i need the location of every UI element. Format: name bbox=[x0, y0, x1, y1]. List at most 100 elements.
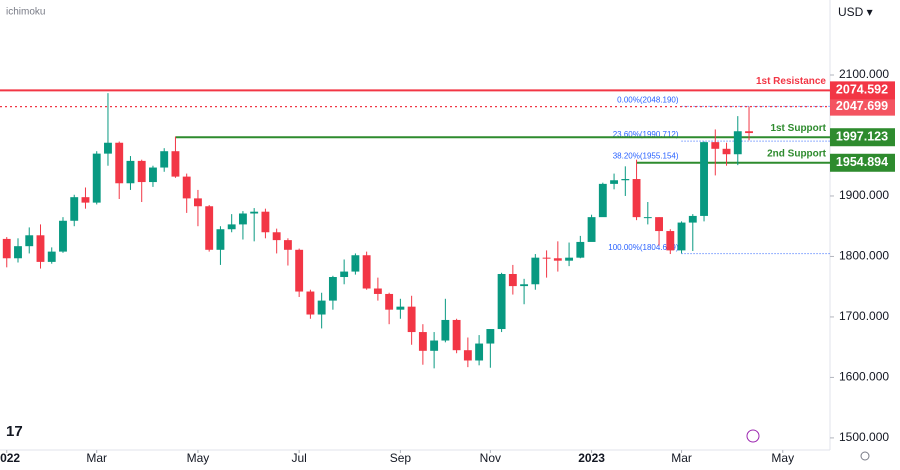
level-name: 1st Support bbox=[770, 123, 826, 134]
candle-body bbox=[250, 211, 259, 214]
candle-body bbox=[2, 238, 11, 259]
x-tick-label: 2023 bbox=[578, 451, 605, 465]
events-icon[interactable] bbox=[746, 429, 760, 443]
indicator-label[interactable]: ichimoku bbox=[6, 7, 45, 18]
candle-body bbox=[396, 306, 405, 310]
candle-body bbox=[632, 179, 641, 218]
candle-body bbox=[171, 151, 180, 177]
candle-body bbox=[261, 211, 270, 233]
level-name: 2nd Support bbox=[767, 148, 827, 159]
candle-body bbox=[430, 340, 439, 351]
candle-body bbox=[711, 142, 720, 149]
candle-body bbox=[115, 142, 124, 184]
x-tick-label: Mar bbox=[671, 451, 692, 465]
candle-body bbox=[92, 153, 101, 203]
fib-label: 100.00%(1804.639) bbox=[608, 243, 679, 252]
level-box bbox=[830, 128, 895, 147]
x-tick-label: Mar bbox=[86, 451, 107, 465]
candle-body bbox=[47, 251, 56, 262]
candle-body bbox=[385, 293, 394, 310]
x-tick-label: May bbox=[771, 451, 794, 465]
candle-body bbox=[340, 271, 349, 278]
candle-body bbox=[688, 215, 697, 223]
y-tick-label: 1600.000 bbox=[839, 370, 889, 384]
x-tick-label: 2022 bbox=[0, 451, 20, 465]
candle-body bbox=[666, 231, 675, 251]
level-box bbox=[830, 153, 895, 172]
level-name: 1st Resistance bbox=[756, 76, 826, 87]
candle-body bbox=[463, 350, 472, 361]
candle-body bbox=[565, 257, 574, 261]
fib-label: 23.60%(1990.712) bbox=[613, 130, 679, 139]
candle-body bbox=[328, 277, 337, 301]
y-tick-label: 2100.000 bbox=[839, 67, 889, 81]
candle-body bbox=[205, 206, 214, 250]
x-tick-label: Sep bbox=[390, 451, 412, 465]
candle-body bbox=[70, 197, 79, 221]
candle-body bbox=[576, 241, 585, 258]
settings-icon[interactable] bbox=[860, 451, 870, 461]
fib-label: 38.20%(1955.154) bbox=[613, 152, 679, 161]
candle-body bbox=[722, 148, 731, 155]
candle-body bbox=[126, 160, 135, 184]
candle-body bbox=[81, 197, 90, 203]
currency-label[interactable]: USD ▾ bbox=[838, 5, 873, 19]
candle-body bbox=[553, 258, 562, 261]
candle-body bbox=[677, 222, 686, 251]
candle-body bbox=[508, 273, 517, 287]
candle-body bbox=[216, 229, 225, 250]
level-value: 2074.592 bbox=[836, 83, 888, 97]
candle-body bbox=[317, 300, 326, 315]
candle-body bbox=[643, 217, 652, 219]
candle-body bbox=[194, 198, 202, 207]
candle-body bbox=[733, 131, 742, 155]
candle-body bbox=[621, 179, 630, 181]
level-value: 1997.123 bbox=[836, 130, 888, 144]
candle-body bbox=[238, 213, 247, 225]
candle-body bbox=[497, 273, 506, 330]
y-tick-label: 1800.000 bbox=[839, 249, 889, 263]
candle-body bbox=[182, 176, 191, 199]
candle-body bbox=[655, 217, 663, 232]
candle-body bbox=[227, 224, 236, 230]
candle-body bbox=[59, 220, 67, 252]
level-value: 1954.894 bbox=[836, 155, 888, 169]
logo[interactable]: 17 bbox=[6, 423, 23, 440]
candle-body bbox=[452, 319, 461, 351]
candle-body bbox=[283, 240, 292, 250]
candle-body bbox=[542, 257, 551, 259]
x-tick-label: Nov bbox=[480, 451, 501, 465]
candle-body bbox=[104, 142, 112, 154]
candle-body bbox=[351, 255, 360, 272]
x-tick-label: Jul bbox=[291, 451, 306, 465]
y-tick-label: 1900.000 bbox=[839, 188, 889, 202]
candle-body bbox=[520, 284, 529, 287]
x-tick-label: May bbox=[187, 451, 210, 465]
candle-body bbox=[745, 131, 753, 134]
candle-body bbox=[598, 183, 607, 218]
level-box bbox=[830, 97, 895, 116]
candle-body bbox=[700, 142, 708, 216]
candle-body bbox=[486, 329, 495, 344]
y-tick-label: 1700.000 bbox=[839, 309, 889, 323]
candle-body bbox=[14, 246, 22, 259]
candle-body bbox=[25, 235, 34, 247]
candle-body bbox=[373, 288, 382, 294]
candle-body bbox=[418, 332, 427, 351]
candle-body bbox=[441, 319, 450, 341]
y-tick-label: 1500.000 bbox=[839, 430, 889, 444]
candle-body bbox=[610, 180, 619, 184]
candle-body bbox=[160, 151, 169, 168]
candle-body bbox=[295, 249, 304, 292]
candle-body bbox=[362, 255, 371, 289]
candle-body bbox=[137, 160, 146, 183]
candle-body bbox=[407, 306, 416, 333]
candle-body bbox=[149, 167, 157, 183]
candle-body bbox=[475, 343, 484, 361]
candle-body bbox=[531, 257, 540, 285]
fib-label: 0.00%(2048.190) bbox=[617, 95, 679, 104]
candle-body bbox=[272, 232, 281, 241]
